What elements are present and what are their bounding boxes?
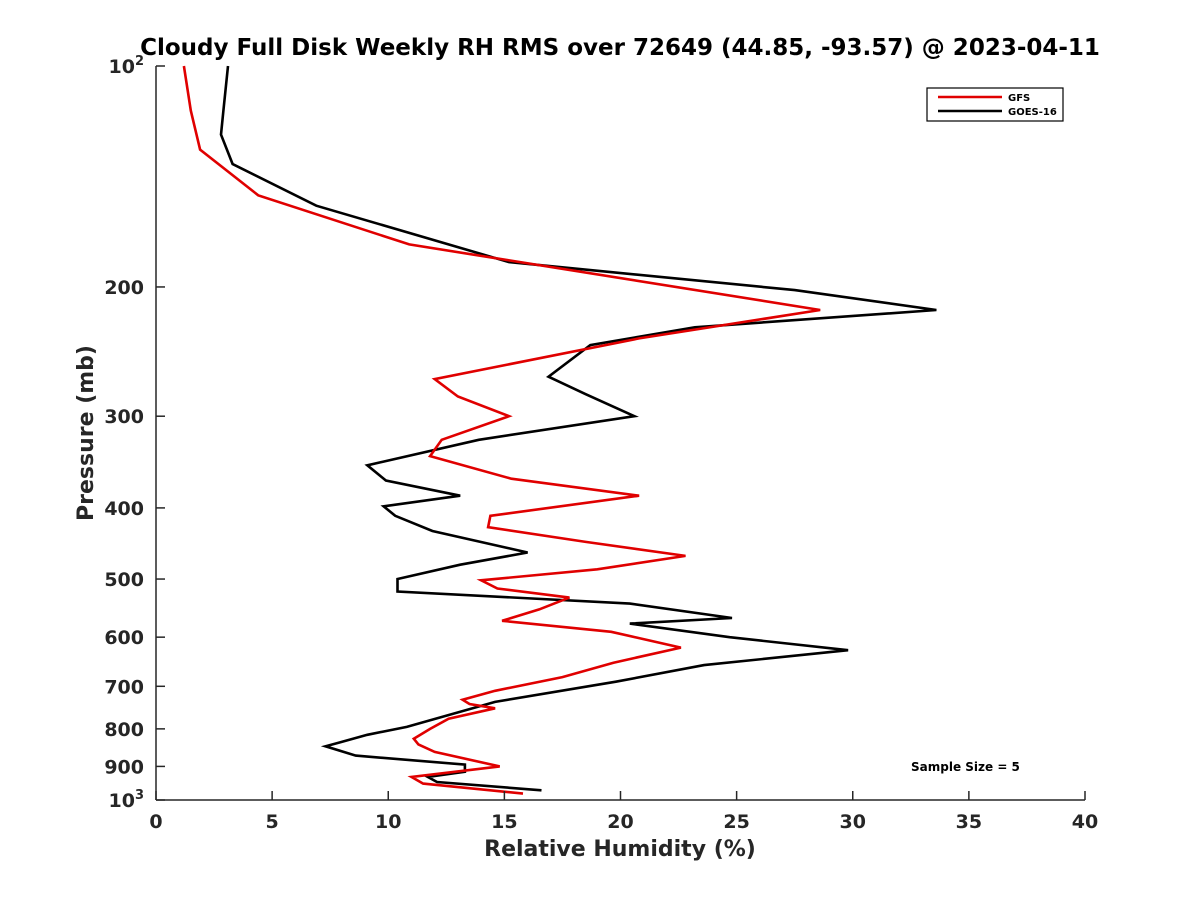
x-tick-label: 10 <box>375 811 401 833</box>
y-tick-label: 400 <box>104 498 144 520</box>
y-tick-label: 102 <box>109 54 145 78</box>
y-tick-label: 200 <box>104 277 144 299</box>
x-tick-label: 30 <box>840 811 866 833</box>
plot-area: 0 5 10 15 20 25 30 35 40 102 200 300 400 500 600 700 80… <box>104 54 1098 833</box>
legend-label-gfs: GFS <box>1008 93 1030 104</box>
y-tick-label: 103 <box>109 788 145 812</box>
y-tick-label: 500 <box>104 569 144 591</box>
x-tick-label: 20 <box>607 811 633 833</box>
y-tick-label: 800 <box>104 719 144 741</box>
x-tick-label: 15 <box>491 811 517 833</box>
legend-label-goes-16: GOES-16 <box>1008 107 1057 118</box>
x-tick-label: 0 <box>149 811 162 833</box>
x-tick-label: 25 <box>723 811 749 833</box>
y-tick-label: 300 <box>104 406 144 428</box>
y-tick-label: 700 <box>104 676 144 698</box>
x-tick-label: 40 <box>1072 811 1098 833</box>
x-ticks: 0 5 10 15 20 25 30 35 40 <box>149 791 1098 833</box>
chart-title: Cloudy Full Disk Weekly RH RMS over 7264… <box>140 35 1100 61</box>
sample-size-annotation: Sample Size = 5 <box>911 760 1020 774</box>
y-tick-label: 900 <box>104 756 144 778</box>
legend: GFS GOES-16 <box>926 87 1064 122</box>
series-layer <box>182 65 937 795</box>
x-axis-label: Relative Humidity (%) <box>484 837 756 862</box>
x-tick-label: 5 <box>266 811 279 833</box>
legend-box <box>926 87 1064 122</box>
series-line-gfs <box>182 65 821 795</box>
y-ticks: 102 200 300 400 500 600 700 800 900 103 <box>104 54 165 812</box>
x-tick-label: 35 <box>956 811 982 833</box>
series-line-goes-16 <box>219 65 937 792</box>
y-axis-label: Pressure (mb) <box>74 345 99 521</box>
y-tick-label: 600 <box>104 627 144 649</box>
